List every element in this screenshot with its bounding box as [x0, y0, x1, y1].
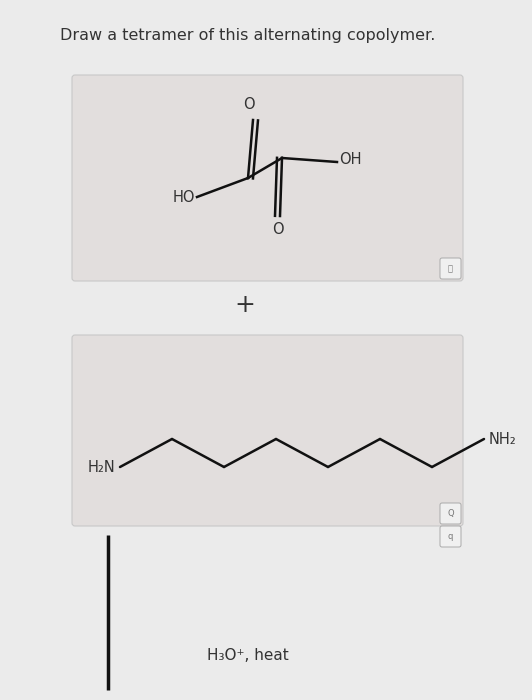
Text: NH₂: NH₂: [489, 431, 517, 447]
Text: OH: OH: [339, 153, 362, 167]
Text: H₃O⁺, heat: H₃O⁺, heat: [207, 648, 289, 662]
Text: Q: Q: [447, 509, 454, 518]
FancyBboxPatch shape: [72, 75, 463, 281]
FancyBboxPatch shape: [72, 335, 463, 526]
Text: O: O: [272, 222, 284, 237]
Text: Draw a tetramer of this alternating copolymer.: Draw a tetramer of this alternating copo…: [60, 28, 435, 43]
Text: HO: HO: [172, 190, 195, 204]
Text: q: q: [448, 532, 453, 541]
Text: O: O: [243, 97, 255, 112]
FancyBboxPatch shape: [440, 503, 461, 524]
FancyBboxPatch shape: [440, 258, 461, 279]
Text: H₂N: H₂N: [87, 459, 115, 475]
Text: 🔍: 🔍: [448, 264, 453, 273]
FancyBboxPatch shape: [440, 526, 461, 547]
Text: +: +: [235, 293, 255, 317]
